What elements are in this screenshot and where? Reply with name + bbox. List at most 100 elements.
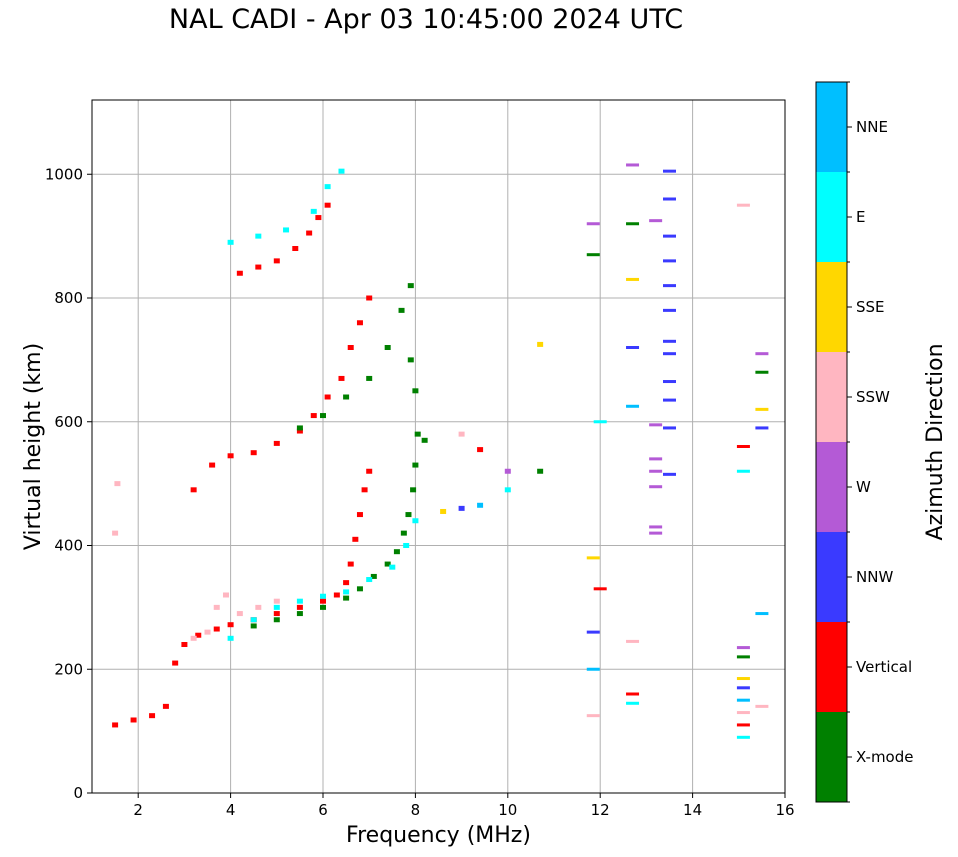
data-point (593, 420, 607, 424)
data-point (213, 626, 220, 632)
data-point (663, 352, 676, 356)
data-point (663, 234, 676, 238)
x-tick-label: 6 (318, 801, 328, 819)
data-point (736, 646, 750, 650)
data-point (255, 604, 262, 610)
y-tick-label: 400 (54, 537, 83, 555)
data-point (227, 239, 234, 245)
data-point (112, 722, 119, 728)
data-point (213, 604, 220, 610)
data-point (366, 577, 373, 583)
data-points (112, 163, 769, 739)
data-point (356, 320, 363, 326)
colorbar-segment (816, 712, 847, 802)
data-point (412, 518, 419, 524)
data-point (352, 536, 359, 542)
x-tick-label: 4 (226, 801, 236, 819)
data-point (366, 468, 373, 474)
colorbar-tick-label: NNE (856, 118, 888, 136)
chart-title: NAL CADI - Apr 03 10:45:00 2024 UTC (168, 4, 684, 35)
y-tick-label: 800 (54, 289, 83, 307)
data-point (306, 230, 313, 236)
colorbar-tick-label: X-mode (856, 748, 913, 766)
data-point (755, 612, 769, 616)
data-point (755, 407, 769, 411)
data-point (320, 413, 326, 419)
data-point (296, 428, 303, 434)
data-point (414, 431, 421, 437)
data-point (649, 485, 663, 489)
data-point (504, 468, 511, 474)
colorbar-tick-label: Vertical (856, 658, 912, 676)
data-point (227, 622, 234, 628)
data-point (320, 593, 326, 599)
data-point (361, 487, 368, 493)
data-point (343, 394, 350, 400)
data-point (356, 512, 363, 518)
data-point (663, 308, 676, 312)
data-point (626, 692, 640, 696)
colorbar-frame (815, 81, 848, 803)
data-point (736, 698, 750, 702)
data-point (626, 404, 640, 408)
data-point (586, 222, 600, 226)
data-point (255, 233, 262, 239)
y-axis-label: Virtual height (km) (21, 343, 46, 550)
data-point (649, 531, 663, 535)
data-point (477, 447, 484, 453)
data-point (190, 487, 197, 493)
data-point (626, 639, 640, 643)
colorbar-tick-label: W (856, 478, 871, 496)
x-tick-label: 8 (411, 801, 421, 819)
data-point (324, 184, 331, 190)
data-point (255, 264, 262, 270)
data-point (407, 283, 414, 289)
data-point (663, 197, 676, 201)
data-point (663, 284, 676, 288)
data-point (412, 388, 419, 394)
data-point (333, 592, 340, 598)
data-point (626, 163, 640, 167)
colorbar-tick-label: SSW (856, 388, 890, 406)
data-point (222, 592, 229, 598)
data-point (663, 398, 676, 402)
data-point (172, 660, 179, 666)
data-point (338, 375, 345, 381)
x-tick-label: 10 (498, 801, 517, 819)
colorbar-segment (816, 622, 847, 712)
data-point (366, 375, 373, 381)
data-point (626, 222, 640, 226)
data-point (736, 686, 750, 690)
data-point (296, 425, 303, 431)
data-point (736, 735, 750, 739)
data-point (586, 667, 600, 671)
data-point (283, 227, 290, 233)
data-point (236, 270, 243, 276)
data-point (736, 203, 750, 207)
x-axis-label: Frequency (MHz) (346, 823, 531, 848)
data-point (343, 580, 350, 586)
data-point (315, 215, 322, 221)
data-point (296, 611, 303, 617)
data-point (112, 530, 119, 536)
y-tick-label: 600 (54, 413, 83, 431)
data-point (114, 481, 121, 487)
data-point (324, 394, 331, 400)
data-point (356, 586, 363, 592)
data-point (310, 413, 317, 419)
data-point (190, 635, 197, 641)
data-point (626, 346, 640, 349)
data-point (649, 525, 663, 529)
data-point (537, 468, 544, 474)
y-tick-label: 0 (73, 784, 83, 802)
data-point (537, 341, 544, 347)
data-point (755, 426, 769, 430)
data-point (477, 502, 484, 508)
data-point (663, 259, 676, 263)
colorbar-segment (816, 352, 847, 442)
x-tick-label: 16 (775, 801, 794, 819)
data-point (412, 462, 419, 468)
data-point (149, 713, 156, 719)
data-point (343, 589, 350, 595)
